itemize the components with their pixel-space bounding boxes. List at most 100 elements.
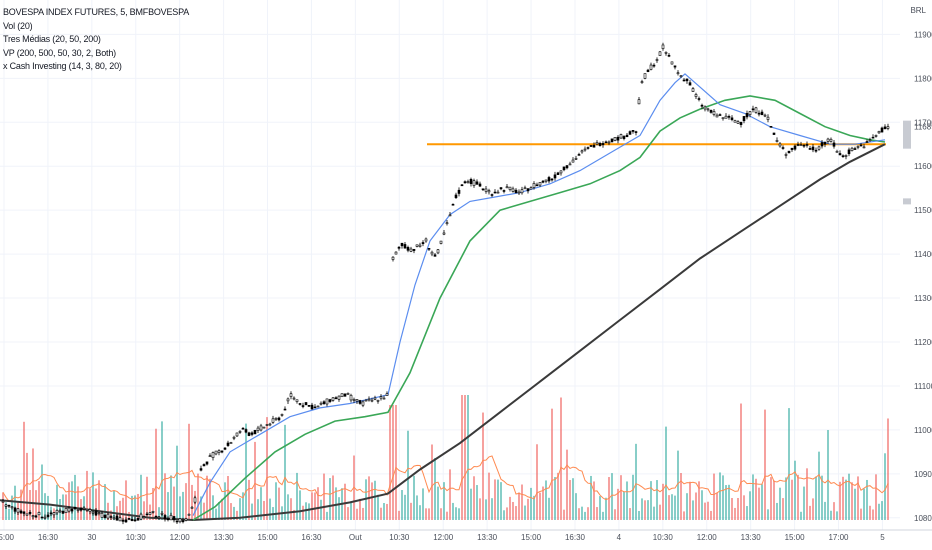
candle <box>76 508 80 513</box>
candle <box>784 152 788 159</box>
volume-bar <box>278 487 280 520</box>
candle <box>217 449 221 456</box>
price-axis-markers: 116890 <box>903 120 932 205</box>
volume-bar <box>632 474 634 520</box>
candle <box>535 182 539 187</box>
candle <box>4 504 8 509</box>
candle <box>295 399 299 404</box>
candle <box>883 124 887 130</box>
candle <box>847 147 851 157</box>
volume-bar <box>863 488 865 520</box>
volume-bar <box>98 480 100 520</box>
candle <box>31 515 35 520</box>
legend-moving-averages[interactable]: Tres Médias (20, 50, 200) <box>3 34 101 44</box>
candle <box>748 111 752 118</box>
volume-bar <box>662 483 664 520</box>
candle <box>658 50 662 56</box>
candle <box>613 136 617 142</box>
volume-bar <box>806 468 808 520</box>
candle <box>226 440 230 447</box>
volume-bar <box>692 500 694 520</box>
candle <box>100 511 104 518</box>
volume-bar <box>71 481 73 520</box>
candle <box>871 134 875 139</box>
legend-vol[interactable]: Vol (20) <box>3 20 33 31</box>
legend-xcash[interactable]: x Cash Investing (14, 3, 80, 20) <box>3 61 122 71</box>
candle <box>118 515 122 522</box>
candle <box>277 416 281 422</box>
candle <box>208 453 212 457</box>
ma50-line <box>192 95 886 521</box>
candle <box>355 398 359 405</box>
candle <box>70 508 74 514</box>
currency-label: BRL <box>910 6 926 15</box>
volume-bar <box>731 498 733 520</box>
candle <box>409 246 413 253</box>
volume-bar <box>512 501 514 520</box>
volume-bar <box>713 473 715 520</box>
y-tick-label: 118000 <box>914 74 932 83</box>
candle <box>691 86 695 92</box>
candle <box>469 177 473 187</box>
candle <box>877 130 881 134</box>
candle <box>43 514 47 520</box>
candle <box>436 249 440 255</box>
x-tick-label: 10:30 <box>389 533 410 542</box>
candle <box>493 189 497 194</box>
volume-bar <box>398 510 400 520</box>
volume-bars <box>2 395 889 520</box>
candle <box>595 140 599 146</box>
candle <box>55 509 59 516</box>
volume-bar <box>821 475 823 520</box>
x-tick-label: 16:30 <box>565 533 586 542</box>
volume-bar <box>47 495 49 520</box>
candle <box>349 393 353 403</box>
candle <box>214 450 218 456</box>
candle <box>265 424 269 426</box>
candle <box>148 512 152 515</box>
volume-bar <box>191 484 193 520</box>
volume-bar <box>785 477 787 520</box>
candle <box>46 512 50 519</box>
candle <box>724 113 728 119</box>
candle <box>661 42 665 51</box>
candle <box>313 404 317 409</box>
volume-bar <box>452 502 454 520</box>
legend-volume-profile[interactable]: VP (200, 500, 50, 30, 2, Both) <box>3 47 116 58</box>
x-tick-label: Out <box>349 533 363 542</box>
volume-bar <box>248 479 250 520</box>
volume-bar <box>77 486 79 520</box>
candle <box>433 253 437 257</box>
candle <box>82 506 86 511</box>
volume-bar <box>743 495 745 520</box>
symbol-title[interactable]: BOVESPA INDEX FUTURES, 5, BMFBOVESPA <box>3 7 190 17</box>
volume-bar <box>524 505 526 520</box>
volume-bar <box>680 473 682 520</box>
volume-bar <box>581 506 583 520</box>
volume-bar <box>710 510 712 520</box>
volume-bar <box>578 508 580 520</box>
volume-ma-line <box>2 455 889 502</box>
volume-bar <box>20 489 22 520</box>
x-tick-label: 12:00 <box>697 533 718 542</box>
candle <box>634 130 638 136</box>
candle <box>184 517 188 522</box>
x-tick-label: 10:30 <box>126 533 147 542</box>
volume-bar <box>428 508 430 520</box>
candle <box>292 396 296 401</box>
candle <box>541 180 545 184</box>
candle <box>361 400 365 408</box>
volume-bar <box>527 498 529 520</box>
candle <box>571 157 575 163</box>
volume-bar <box>179 496 181 520</box>
candle <box>340 393 344 398</box>
candle <box>397 246 401 251</box>
volume-bar <box>686 493 688 520</box>
volume-bar <box>44 493 46 520</box>
candle <box>610 138 614 143</box>
candle <box>640 79 644 84</box>
candle <box>163 513 167 522</box>
volume-bar <box>371 482 373 520</box>
volume-bar <box>881 501 883 520</box>
